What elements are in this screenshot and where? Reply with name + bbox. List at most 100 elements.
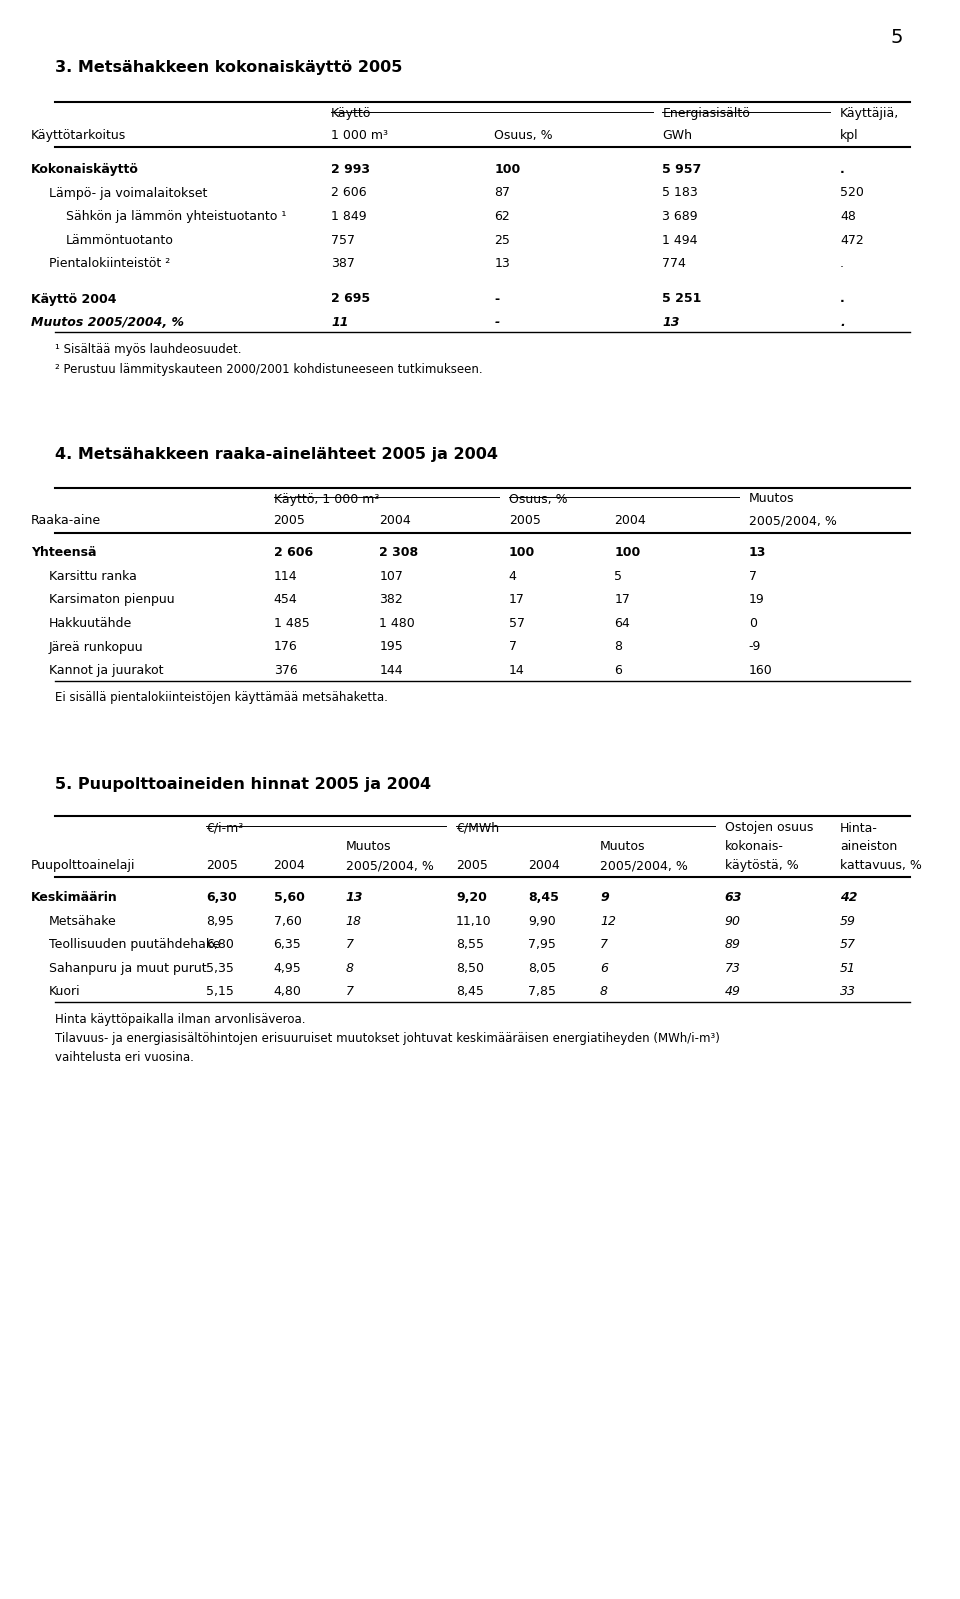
Text: .: . <box>840 317 845 329</box>
Text: Muutos 2005/2004, %: Muutos 2005/2004, % <box>31 317 183 329</box>
Text: 472: 472 <box>840 233 864 246</box>
Text: Osuus, %: Osuus, % <box>509 492 567 505</box>
Text: 1 000 m³: 1 000 m³ <box>331 130 388 142</box>
Text: Käyttäjiä,: Käyttäjiä, <box>840 107 900 120</box>
Text: Muutos: Muutos <box>749 492 794 505</box>
Text: 7,60: 7,60 <box>274 915 301 927</box>
Text: 7,85: 7,85 <box>528 985 556 998</box>
Text: Muutos: Muutos <box>346 841 391 854</box>
Text: 2004: 2004 <box>528 860 560 873</box>
Text: 5 957: 5 957 <box>662 163 702 176</box>
Text: 64: 64 <box>614 617 630 630</box>
Text: 176: 176 <box>274 641 298 654</box>
Text: 6: 6 <box>614 664 622 676</box>
Text: 160: 160 <box>749 664 773 676</box>
Text: 2005: 2005 <box>206 860 238 873</box>
Text: Keskimäärin: Keskimäärin <box>31 892 117 905</box>
Text: vaihtelusta eri vuosina.: vaihtelusta eri vuosina. <box>55 1051 194 1063</box>
Text: käytöstä, %: käytöstä, % <box>725 860 799 873</box>
Text: Osuus, %: Osuus, % <box>494 130 553 142</box>
Text: Kannot ja juurakot: Kannot ja juurakot <box>49 664 163 676</box>
Text: 8,55: 8,55 <box>456 939 484 951</box>
Text: Ostojen osuus: Ostojen osuus <box>725 822 813 835</box>
Text: 2 308: 2 308 <box>379 547 419 560</box>
Text: 90: 90 <box>725 915 741 927</box>
Text: 48: 48 <box>840 209 856 222</box>
Text: 13: 13 <box>494 257 510 270</box>
Text: 87: 87 <box>494 187 511 200</box>
Text: 25: 25 <box>494 233 511 246</box>
Text: 8: 8 <box>346 963 353 975</box>
Text: 382: 382 <box>379 593 403 606</box>
Text: 59: 59 <box>840 915 856 927</box>
Text: 8: 8 <box>600 985 608 998</box>
Text: ¹ Sisältää myös lauhdeosuudet.: ¹ Sisältää myös lauhdeosuudet. <box>55 344 242 357</box>
Text: 63: 63 <box>725 892 742 905</box>
Text: 11,10: 11,10 <box>456 915 492 927</box>
Text: 89: 89 <box>725 939 741 951</box>
Text: 7: 7 <box>600 939 608 951</box>
Text: 2005/2004, %: 2005/2004, % <box>346 860 434 873</box>
Text: GWh: GWh <box>662 130 692 142</box>
Text: kokonais-: kokonais- <box>725 841 783 854</box>
Text: 1 494: 1 494 <box>662 233 698 246</box>
Text: 454: 454 <box>274 593 298 606</box>
Text: 4: 4 <box>509 569 516 584</box>
Text: 2 695: 2 695 <box>331 293 371 305</box>
Text: 18: 18 <box>346 915 362 927</box>
Text: Metsähake: Metsähake <box>49 915 116 927</box>
Text: 100: 100 <box>494 163 520 176</box>
Text: 8,95: 8,95 <box>206 915 234 927</box>
Text: 51: 51 <box>840 963 856 975</box>
Text: Karsimaton pienpuu: Karsimaton pienpuu <box>49 593 175 606</box>
Text: 4. Metsähakkeen raaka-ainelähteet 2005 ja 2004: 4. Metsähakkeen raaka-ainelähteet 2005 j… <box>55 448 498 462</box>
Text: .: . <box>840 163 845 176</box>
Text: Käyttö 2004: Käyttö 2004 <box>31 293 116 305</box>
Text: Käyttö: Käyttö <box>331 107 372 120</box>
Text: 5 251: 5 251 <box>662 293 702 305</box>
Text: 7,95: 7,95 <box>528 939 556 951</box>
Text: 5. Puupolttoaineiden hinnat 2005 ja 2004: 5. Puupolttoaineiden hinnat 2005 ja 2004 <box>55 777 431 792</box>
Text: 2005/2004, %: 2005/2004, % <box>749 515 837 528</box>
Text: Käyttötarkoitus: Käyttötarkoitus <box>31 130 126 142</box>
Text: 2 606: 2 606 <box>331 187 367 200</box>
Text: 5: 5 <box>890 29 902 46</box>
Text: 195: 195 <box>379 641 403 654</box>
Text: 3 689: 3 689 <box>662 209 698 222</box>
Text: 73: 73 <box>725 963 741 975</box>
Text: 6: 6 <box>600 963 608 975</box>
Text: Muutos: Muutos <box>600 841 645 854</box>
Text: 387: 387 <box>331 257 355 270</box>
Text: Hinta käyttöpaikalla ilman arvonlisäveroa.: Hinta käyttöpaikalla ilman arvonlisävero… <box>55 1014 305 1027</box>
Text: aineiston: aineiston <box>840 841 898 854</box>
Text: 5,35: 5,35 <box>206 963 234 975</box>
Text: 2004: 2004 <box>379 515 411 528</box>
Text: -: - <box>494 317 499 329</box>
Text: Kuori: Kuori <box>49 985 81 998</box>
Text: 8: 8 <box>614 641 622 654</box>
Text: 2 606: 2 606 <box>274 547 313 560</box>
Text: 100: 100 <box>509 547 535 560</box>
Text: 520: 520 <box>840 187 864 200</box>
Text: 2005: 2005 <box>274 515 305 528</box>
Text: 6,35: 6,35 <box>274 939 301 951</box>
Text: .: . <box>840 257 844 270</box>
Text: 6,80: 6,80 <box>206 939 234 951</box>
Text: 13: 13 <box>749 547 766 560</box>
Text: 42: 42 <box>840 892 857 905</box>
Text: 12: 12 <box>600 915 616 927</box>
Text: 57: 57 <box>840 939 856 951</box>
Text: 13: 13 <box>662 317 680 329</box>
Text: 2005/2004, %: 2005/2004, % <box>600 860 688 873</box>
Text: 1 480: 1 480 <box>379 617 415 630</box>
Text: ² Perustuu lämmityskauteen 2000/2001 kohdistuneeseen tutkimukseen.: ² Perustuu lämmityskauteen 2000/2001 koh… <box>55 363 483 376</box>
Text: 7: 7 <box>346 939 353 951</box>
Text: 11: 11 <box>331 317 348 329</box>
Text: €/MWh: €/MWh <box>456 822 499 835</box>
Text: .: . <box>840 293 845 305</box>
Text: 7: 7 <box>509 641 516 654</box>
Text: 2004: 2004 <box>614 515 646 528</box>
Text: 57: 57 <box>509 617 525 630</box>
Text: 2 993: 2 993 <box>331 163 371 176</box>
Text: Teollisuuden puutähdehake: Teollisuuden puutähdehake <box>49 939 220 951</box>
